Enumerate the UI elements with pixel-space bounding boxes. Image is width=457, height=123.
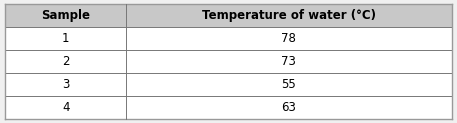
Bar xyxy=(126,4,452,27)
Text: 2: 2 xyxy=(62,55,69,68)
Bar xyxy=(126,27,452,50)
Text: 4: 4 xyxy=(62,101,69,114)
Text: 3: 3 xyxy=(62,78,69,91)
Bar xyxy=(126,50,452,73)
Text: 78: 78 xyxy=(281,32,296,45)
Bar xyxy=(5,96,126,119)
Bar xyxy=(5,4,126,27)
Bar xyxy=(126,73,452,96)
Text: 73: 73 xyxy=(281,55,296,68)
Text: Sample: Sample xyxy=(41,9,90,22)
Bar xyxy=(5,27,126,50)
Text: 1: 1 xyxy=(62,32,69,45)
Text: 63: 63 xyxy=(281,101,296,114)
Bar xyxy=(5,50,126,73)
Bar xyxy=(126,96,452,119)
Text: Temperature of water (°C): Temperature of water (°C) xyxy=(202,9,376,22)
Bar xyxy=(5,73,126,96)
Text: 55: 55 xyxy=(282,78,296,91)
